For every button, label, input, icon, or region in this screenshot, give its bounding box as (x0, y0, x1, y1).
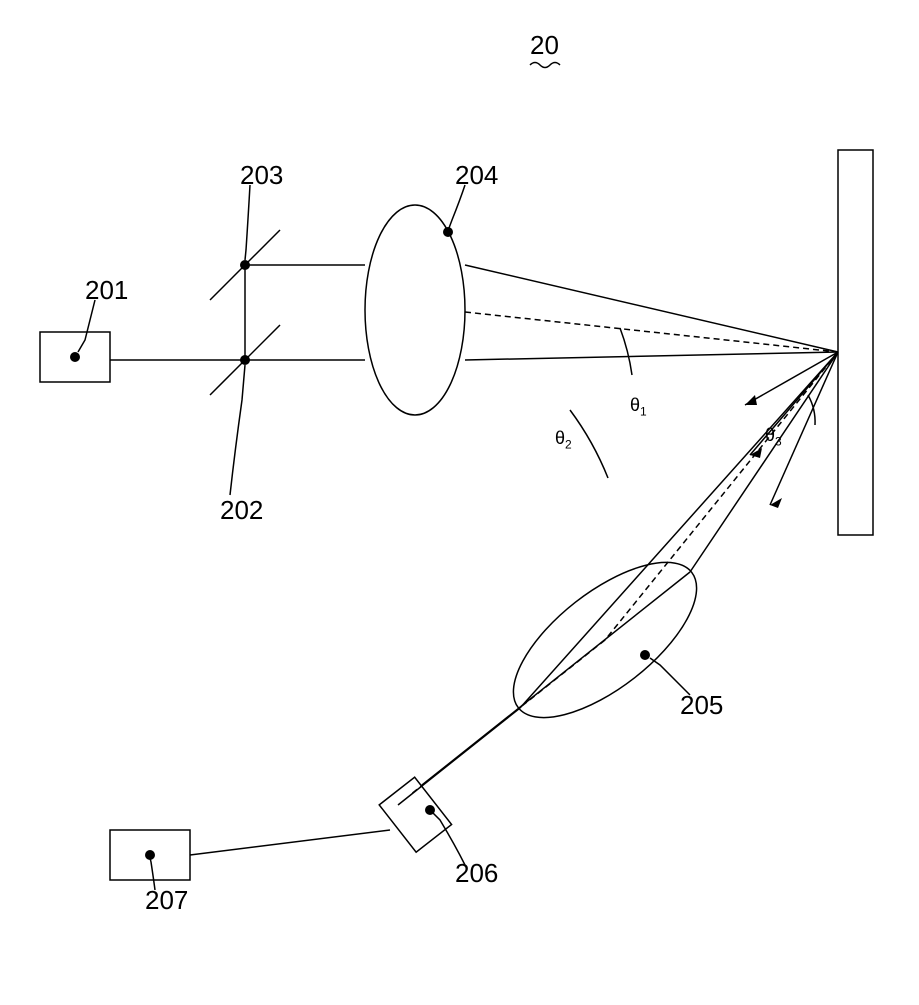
label-207: 207 (145, 885, 188, 916)
leader-201 (78, 300, 95, 352)
ray-lens204-center (465, 312, 838, 352)
arrow-theta3-2 (750, 352, 838, 455)
leader-204 (449, 185, 465, 228)
label-theta3: θ3 (765, 425, 782, 449)
target-surface (838, 150, 873, 535)
component-201-dot (70, 352, 80, 362)
connection-207-206 (190, 830, 390, 855)
system-label: 20 (530, 30, 559, 61)
squiggle-20 (530, 63, 560, 68)
label-201: 201 (85, 275, 128, 306)
label-203: 203 (240, 160, 283, 191)
optical-diagram: 20 201 202 203 204 205 206 207 θ1 θ2 θ3 (0, 0, 919, 1000)
ray-lens204-bottom (465, 352, 838, 360)
lens-204-dot (443, 227, 453, 237)
arc-theta1 (620, 328, 632, 375)
leader-202 (230, 365, 245, 495)
label-theta1: θ1 (630, 395, 647, 419)
label-204: 204 (455, 160, 498, 191)
detector-206 (379, 777, 451, 852)
arrowhead-theta3-1 (745, 395, 757, 405)
ray-to-lens205-top (690, 352, 838, 572)
label-205: 205 (680, 690, 723, 721)
label-theta2: θ2 (555, 428, 572, 452)
ray-to-lens205-bottom (520, 352, 838, 708)
ray-lens204-top (465, 265, 838, 352)
diagram-svg (0, 0, 919, 1000)
label-202: 202 (220, 495, 263, 526)
detector-206-group (379, 777, 451, 852)
arc-theta2 (570, 410, 608, 478)
arrow-theta3-1 (745, 352, 838, 405)
label-206: 206 (455, 858, 498, 889)
leader-203 (245, 185, 250, 260)
lens-205-dot (640, 650, 650, 660)
